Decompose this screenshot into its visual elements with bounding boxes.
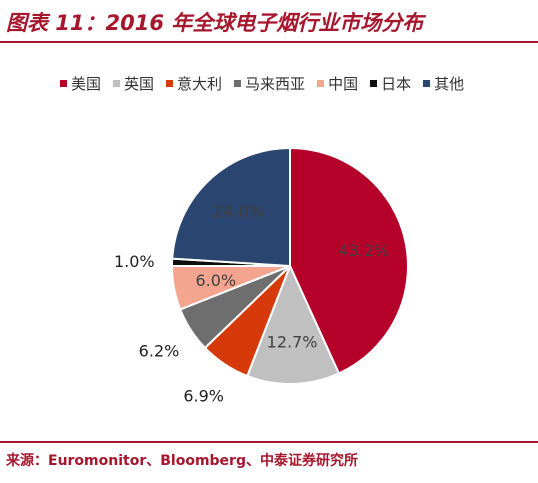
legend-swatch-0: [60, 79, 67, 87]
slice-label-0: 43.2%: [338, 241, 389, 260]
slice-label-5: 1.0%: [114, 252, 155, 271]
slice-label-4: 6.0%: [195, 271, 236, 290]
chart-legend: 美国 英国 意大利 马来西亚 中国 日本 其他: [60, 70, 464, 96]
legend-swatch-5: [370, 79, 378, 87]
legend-item-3: 马来西亚: [234, 73, 305, 94]
legend-swatch-3: [234, 79, 242, 87]
legend-label-6: 其他: [434, 74, 465, 93]
pie-slice-0: [289, 147, 409, 375]
legend-item-4: 中国: [317, 73, 358, 94]
slice-label-1: 12.7%: [267, 333, 318, 352]
slice-label-3: 6.2%: [139, 341, 180, 360]
legend-item-5: 日本: [370, 73, 411, 94]
legend-label-2: 意大利: [177, 74, 223, 93]
legend-swatch-6: [423, 79, 431, 87]
legend-item-2: 意大利: [166, 73, 222, 94]
legend-swatch-2: [166, 79, 174, 87]
pie-slice-1: [246, 265, 340, 385]
legend-item-0: 美国: [60, 73, 101, 94]
legend-label-1: 英国: [124, 74, 155, 93]
source-note: 来源：Euromonitor、Bloomberg、中泰证券研究所: [6, 453, 358, 469]
legend-swatch-4: [317, 79, 325, 87]
legend-item-6: 其他: [423, 73, 464, 94]
slice-label-6: 24.0%: [213, 202, 264, 221]
legend-label-0: 美国: [71, 74, 102, 93]
legend-item-1: 英国: [113, 73, 154, 94]
title-divider: [0, 41, 538, 43]
source-divider: [0, 441, 538, 443]
chart-title: 图表 11：2016 年全球电子烟行业市场分布: [6, 11, 424, 35]
pie-slice-6: [171, 147, 291, 267]
legend-swatch-1: [113, 79, 121, 87]
legend-label-3: 马来西亚: [245, 74, 306, 93]
slice-label-2: 6.9%: [183, 387, 224, 406]
legend-label-4: 中国: [328, 74, 359, 93]
legend-label-5: 日本: [381, 74, 412, 93]
